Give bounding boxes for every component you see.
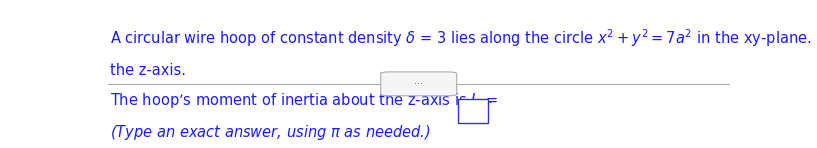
FancyBboxPatch shape	[458, 99, 489, 123]
Text: .: .	[488, 91, 493, 106]
Text: the z-axis.: the z-axis.	[109, 63, 185, 78]
Text: (Type an exact answer, using $\pi$ as needed.): (Type an exact answer, using $\pi$ as ne…	[109, 123, 431, 142]
Text: A circular wire hoop of constant density $\delta$ = 3 lies along the circle $x^2: A circular wire hoop of constant density…	[109, 27, 817, 49]
Text: ···: ···	[414, 79, 423, 89]
FancyBboxPatch shape	[381, 72, 457, 96]
Text: The hoop’s moment of inertia about the z-axis is $I_z$ =: The hoop’s moment of inertia about the z…	[109, 91, 499, 110]
